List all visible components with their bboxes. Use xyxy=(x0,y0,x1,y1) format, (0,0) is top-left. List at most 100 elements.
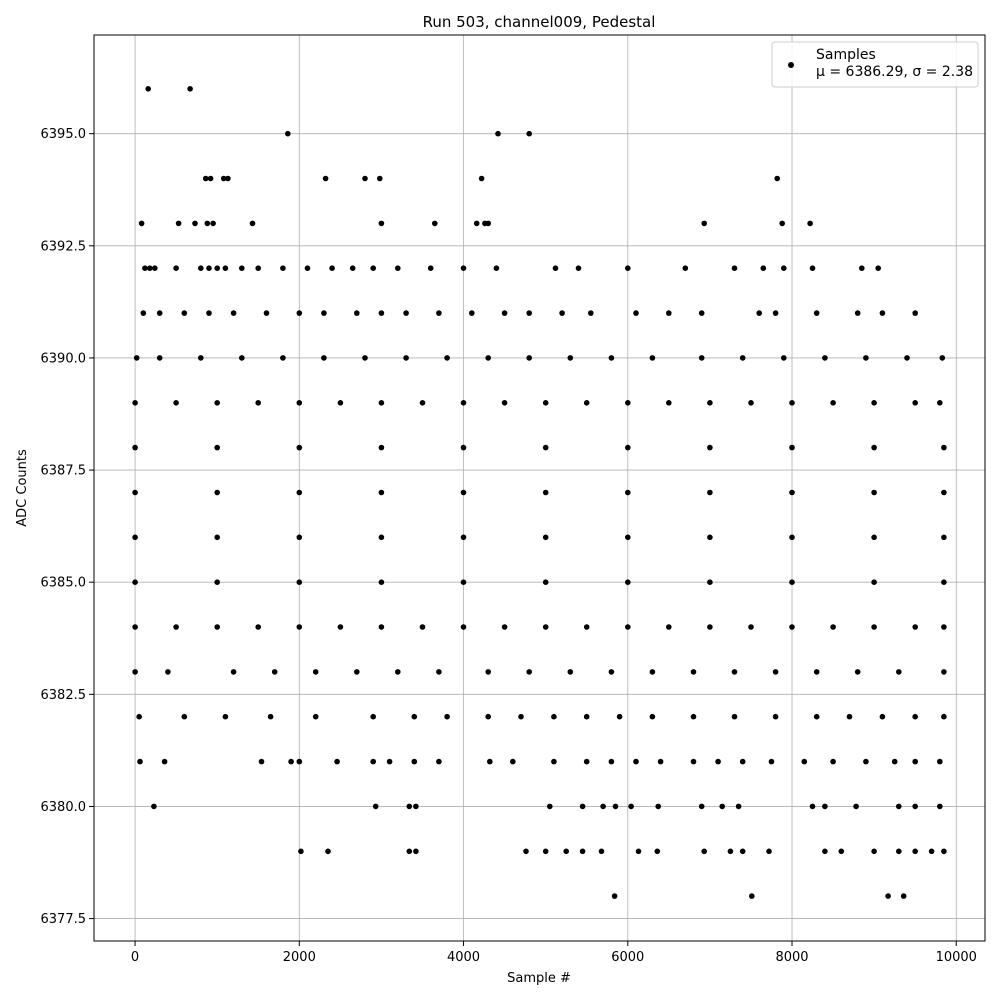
data-point xyxy=(542,400,549,406)
data-point xyxy=(147,265,153,272)
x-tick-label: 2000 xyxy=(283,950,316,965)
data-point xyxy=(939,355,946,361)
data-point xyxy=(427,265,434,272)
data-point xyxy=(411,758,418,765)
data-point xyxy=(748,624,754,630)
data-point xyxy=(354,310,360,316)
data-point xyxy=(214,534,220,541)
data-point xyxy=(542,579,549,585)
y-tick-label: 6377.5 xyxy=(41,912,87,927)
data-point xyxy=(871,400,877,406)
data-point xyxy=(413,848,419,855)
data-point xyxy=(406,848,413,855)
data-point xyxy=(501,624,508,630)
data-point xyxy=(173,265,179,272)
data-point xyxy=(322,175,329,182)
data-point xyxy=(879,713,886,720)
data-point xyxy=(739,848,746,855)
data-point xyxy=(896,848,902,855)
data-point xyxy=(912,400,918,406)
data-point xyxy=(846,713,853,720)
data-point xyxy=(406,803,413,810)
data-point xyxy=(781,265,787,272)
data-point xyxy=(413,803,419,810)
data-point xyxy=(789,534,795,541)
legend-label-series: Samples xyxy=(816,47,876,63)
data-point xyxy=(789,444,795,451)
data-point xyxy=(395,669,401,675)
data-point xyxy=(633,310,639,316)
data-point xyxy=(460,579,467,585)
data-point xyxy=(296,579,303,585)
data-point xyxy=(140,310,147,316)
data-point xyxy=(690,669,697,675)
data-point xyxy=(701,220,707,227)
data-point xyxy=(583,713,590,720)
axis-ticks: 0 2000 4000 6000 8000 10000 6377.5 6380.0 6382.5… xyxy=(41,127,977,965)
data-point xyxy=(731,669,738,675)
data-point xyxy=(436,310,442,316)
data-point xyxy=(633,758,639,765)
data-point xyxy=(214,444,220,451)
data-point xyxy=(772,713,779,720)
data-point xyxy=(485,355,492,361)
data-point xyxy=(378,220,385,227)
data-point xyxy=(145,86,151,92)
data-point xyxy=(271,669,278,675)
data-point xyxy=(493,265,500,272)
data-point xyxy=(853,803,859,810)
data-point xyxy=(854,669,861,675)
data-point xyxy=(214,400,220,406)
data-point xyxy=(370,713,377,720)
data-point xyxy=(354,669,360,675)
data-points xyxy=(132,86,947,899)
data-point xyxy=(137,758,143,765)
data-point xyxy=(403,310,409,316)
data-point xyxy=(871,624,877,630)
data-point xyxy=(337,400,344,406)
data-point xyxy=(563,848,569,855)
data-point xyxy=(542,848,549,855)
data-point xyxy=(478,175,485,182)
data-point xyxy=(296,534,303,541)
data-point xyxy=(485,669,492,675)
data-point xyxy=(600,803,606,810)
data-point xyxy=(181,713,188,720)
data-point xyxy=(749,893,755,899)
data-point xyxy=(766,848,772,855)
data-point xyxy=(230,310,237,316)
data-point xyxy=(501,310,508,316)
data-point xyxy=(801,758,808,765)
x-tick-label: 8000 xyxy=(775,950,808,965)
data-point xyxy=(542,444,549,451)
data-point xyxy=(296,624,303,630)
data-point xyxy=(552,265,559,272)
y-tick-label: 6382.5 xyxy=(41,688,87,703)
data-point xyxy=(575,265,582,272)
data-point xyxy=(411,713,418,720)
data-point xyxy=(612,803,619,810)
data-point xyxy=(912,310,918,316)
data-point xyxy=(220,175,227,182)
data-point xyxy=(138,220,145,227)
data-point xyxy=(625,579,631,585)
data-point xyxy=(941,669,947,675)
data-point xyxy=(690,758,697,765)
data-point xyxy=(378,624,385,630)
data-point xyxy=(654,848,661,855)
data-point xyxy=(230,669,237,675)
data-point xyxy=(871,489,877,496)
data-point xyxy=(298,848,304,855)
data-point xyxy=(912,713,918,720)
data-point xyxy=(207,175,214,182)
data-point xyxy=(682,265,689,272)
data-point xyxy=(649,713,656,720)
data-point xyxy=(941,534,947,541)
data-point xyxy=(132,669,138,675)
data-point xyxy=(813,713,820,720)
data-point xyxy=(698,310,705,316)
data-point xyxy=(698,803,705,810)
data-point xyxy=(588,310,594,316)
data-point xyxy=(707,624,713,630)
